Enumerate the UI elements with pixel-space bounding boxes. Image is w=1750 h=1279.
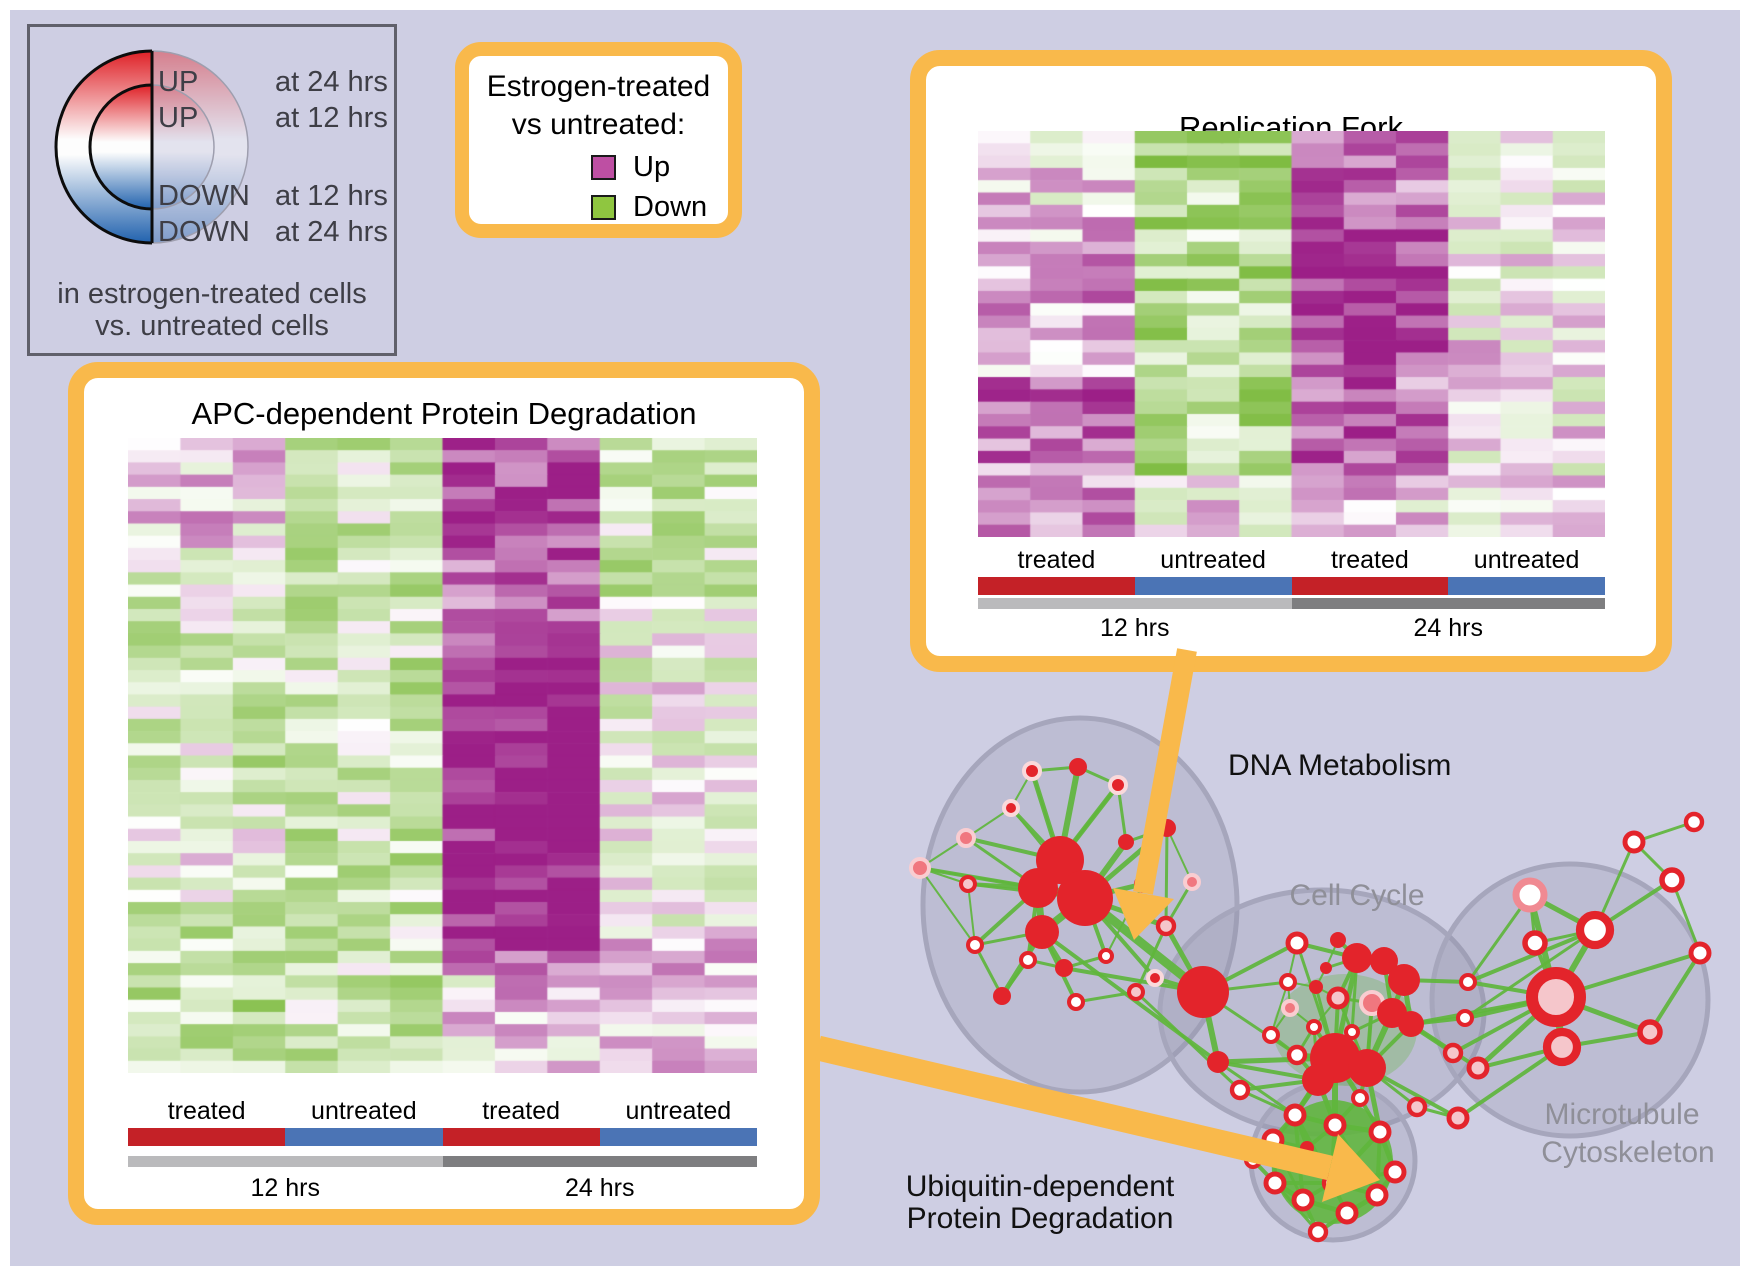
apc-group-labels: treated untreated treated untreated (128, 1097, 757, 1126)
rf-time-bars (978, 598, 1605, 609)
ring-at24b-label: at 24 hrs (275, 216, 388, 248)
up-color-swatch (591, 155, 616, 180)
rf-24hr-bar (1291, 598, 1605, 609)
rf-group-labels: treated untreated treated untreated (978, 546, 1605, 575)
ring-down24-word: DOWN (158, 216, 250, 248)
legend-up-row: Up (469, 151, 728, 184)
replication-fork-panel: Replication Fork treated untreated treat… (910, 50, 1672, 672)
apc-24hr-bar (442, 1156, 757, 1167)
rf-group-untreated-12: untreated (1160, 546, 1266, 574)
rf-group-treated-24: treated (1330, 546, 1409, 574)
updown-legend-title-line1: Estrogen-treated (486, 70, 711, 103)
updown-legend-title-line2: vs untreated: (511, 108, 686, 141)
apc-title: APC-dependent Protein Degradation (191, 396, 697, 431)
ring-at12-label: at 12 hrs (275, 102, 388, 134)
ring-up24-word: UP (158, 66, 198, 98)
apc-treated-bar-12 (128, 1128, 286, 1146)
ring-at24-label: at 24 hrs (275, 66, 388, 98)
rf-untreated-bar-24 (1448, 577, 1605, 595)
rf-group-untreated-24: untreated (1473, 546, 1580, 574)
rf-time-labels: 12 hrs 24 hrs (978, 614, 1605, 643)
rf-24hr-label: 24 hrs (1413, 614, 1483, 642)
apc-untreated-bar-24 (599, 1128, 757, 1146)
rf-treated-bar-24 (1291, 577, 1449, 595)
apc-group-treated-12: treated (167, 1097, 246, 1125)
apc-condition-bars (128, 1128, 757, 1146)
replication-fork-heatmap (978, 131, 1605, 537)
ring-color-legend: UP at 24 hrs UP at 12 hrs DOWN at 12 hrs… (27, 24, 397, 356)
down-color-swatch (591, 195, 616, 220)
apc-treated-bar-24 (442, 1128, 600, 1146)
ring-legend-graphic: UP at 24 hrs UP at 12 hrs DOWN at 12 hrs… (54, 49, 388, 342)
apc-group-treated-24: treated (482, 1097, 561, 1125)
up-label: Up (633, 151, 671, 183)
ring-down12-word: DOWN (158, 180, 250, 212)
rf-group-treated-12: treated (1017, 546, 1096, 574)
ring-caption-line2: vs. untreated cells (95, 310, 329, 342)
legend-down-row: Down (469, 191, 728, 224)
apc-12hr-label: 12 hrs (250, 1174, 320, 1202)
ring-vivid-half (54, 49, 152, 245)
updown-color-legend: Estrogen-treated vs untreated: Up Down (455, 42, 742, 238)
apc-time-labels: 12 hrs 24 hrs (128, 1174, 757, 1203)
ring-caption-line1: in estrogen-treated cells (57, 278, 367, 310)
ring-up12-word: UP (158, 102, 198, 134)
rf-12hr-label: 12 hrs (1100, 614, 1170, 642)
rf-12hr-bar (978, 598, 1292, 609)
apc-untreated-bar-12 (285, 1128, 443, 1146)
rf-untreated-bar-12 (1134, 577, 1292, 595)
apc-group-untreated-24: untreated (625, 1097, 732, 1125)
apc-group-untreated-12: untreated (311, 1097, 417, 1125)
apc-heatmap (128, 438, 757, 1073)
rf-condition-bars (978, 577, 1605, 595)
down-label: Down (633, 191, 708, 223)
ring-faded-half (152, 50, 249, 244)
apc-time-bars (128, 1156, 757, 1167)
apc-panel: APC-dependent Protein Degradation treate… (68, 362, 820, 1225)
rf-treated-bar-12 (978, 577, 1135, 595)
apc-12hr-bar (128, 1156, 443, 1167)
apc-24hr-label: 24 hrs (565, 1174, 635, 1202)
ring-at12b-label: at 12 hrs (275, 180, 388, 212)
